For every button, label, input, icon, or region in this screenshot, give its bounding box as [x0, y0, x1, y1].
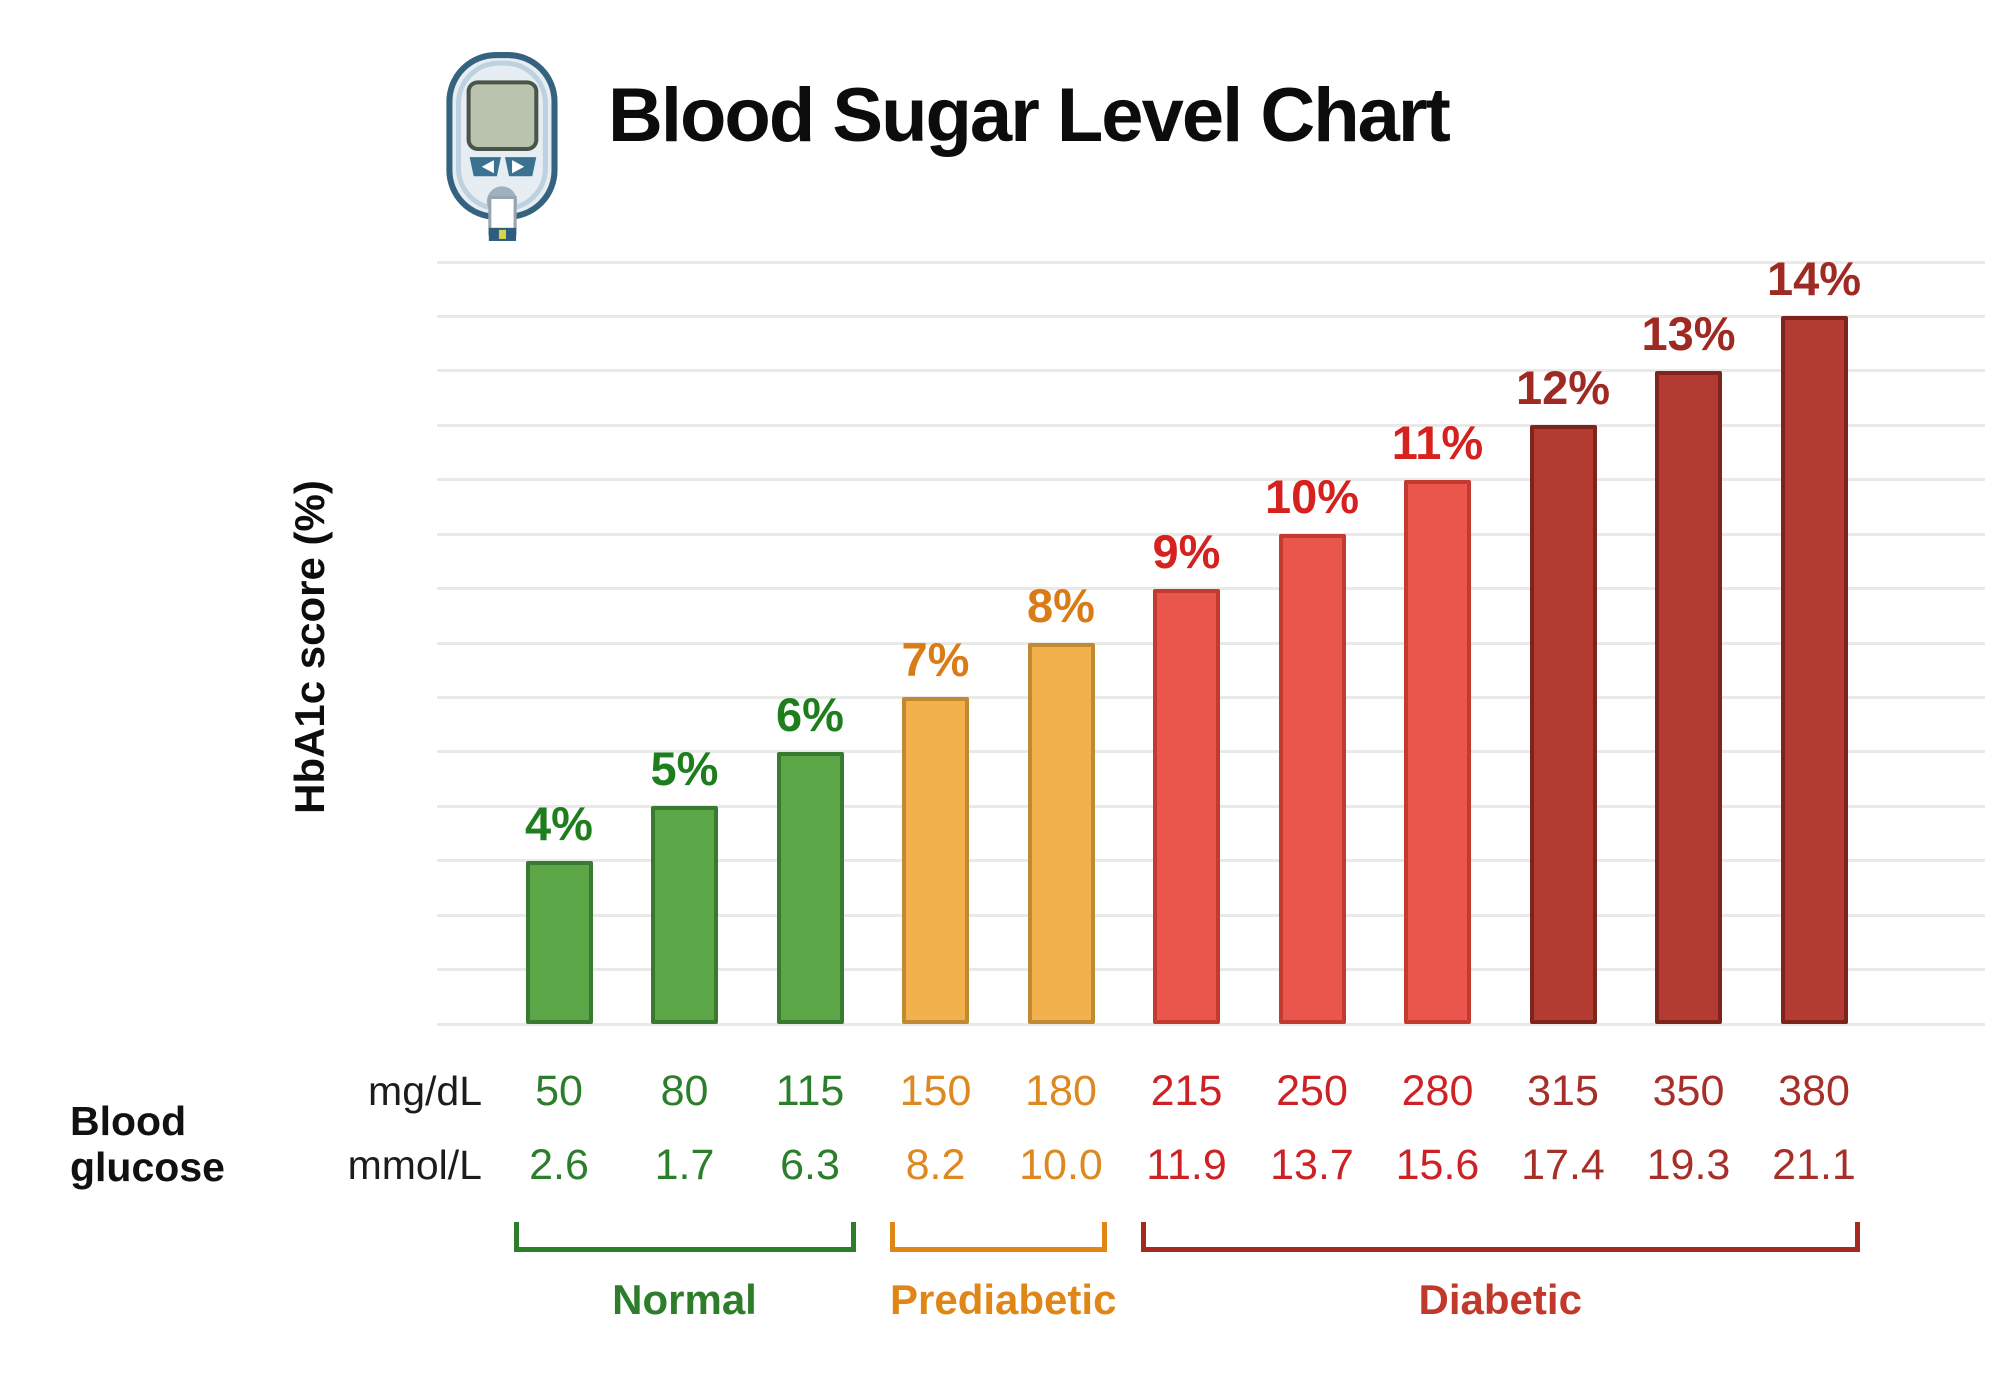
page-title: Blood Sugar Level Chart — [608, 73, 1451, 158]
group-label-diabetic: Diabetic — [1418, 1276, 1582, 1323]
bar-value-label: 14% — [1766, 252, 1862, 306]
mgdl-value: 250 — [1276, 1067, 1348, 1115]
bar-value-label: 7% — [901, 633, 970, 687]
gridline — [437, 260, 1985, 264]
mgdl-value: 180 — [1025, 1067, 1097, 1115]
bar-value-label: 4% — [525, 796, 593, 850]
bar-value-label: 6% — [776, 687, 844, 741]
bar-4% — [525, 860, 593, 1024]
mgdl-value: 50 — [535, 1067, 583, 1115]
bar-10% — [1278, 534, 1346, 1024]
bar-value-label: 5% — [650, 742, 719, 796]
mmol-value: 19.3 — [1646, 1141, 1731, 1189]
mmol-value: 2.6 — [529, 1141, 589, 1189]
mgdl-value: 215 — [1150, 1067, 1223, 1115]
mmol-value: 8.2 — [905, 1141, 966, 1189]
bar-7% — [902, 697, 969, 1024]
mmol-value: 1.7 — [654, 1141, 715, 1189]
group-label-normal: Normal — [612, 1276, 757, 1323]
group-bracket-diabetic — [1141, 1222, 1860, 1252]
glucose-meter-icon — [446, 52, 558, 241]
mmol-value: 6.3 — [780, 1141, 840, 1189]
group-bracket-prediabetic — [890, 1222, 1107, 1252]
bar-6% — [776, 751, 844, 1024]
bar-12% — [1529, 425, 1597, 1024]
bar-value-label: 11% — [1391, 415, 1484, 469]
mgdl-value: 115 — [775, 1067, 845, 1115]
gridline — [437, 369, 1985, 373]
mmol-value: 15.6 — [1395, 1141, 1480, 1189]
mgdl-value: 315 — [1527, 1067, 1599, 1115]
gridline — [437, 532, 1985, 536]
bar-value-label: 9% — [1152, 524, 1221, 578]
mgdl-value: 350 — [1652, 1067, 1725, 1115]
mmol-value: 13.7 — [1270, 1141, 1354, 1189]
gridline — [437, 478, 1985, 482]
mgdl-value: 80 — [660, 1067, 709, 1115]
bar-14% — [1780, 316, 1848, 1024]
mgdl-value: 280 — [1401, 1067, 1474, 1115]
mmol-value: 11.9 — [1146, 1141, 1227, 1189]
bar-value-label: 12% — [1515, 361, 1611, 415]
mmol-value: 21.1 — [1772, 1141, 1856, 1189]
mgdl-value: 380 — [1778, 1067, 1850, 1115]
group-label-prediabetic: Prediabetic — [890, 1276, 1117, 1323]
mgdl-value: 150 — [899, 1067, 972, 1115]
gridline — [437, 423, 1985, 427]
bar-11% — [1404, 479, 1471, 1024]
gridline — [437, 314, 1985, 318]
bar-5% — [651, 806, 718, 1024]
bar-8% — [1027, 642, 1095, 1024]
blood-glucose-label: Blood glucose — [70, 1098, 225, 1190]
bar-13% — [1655, 370, 1722, 1024]
bar-9% — [1153, 588, 1220, 1024]
unit-mmol-label: mmol/L — [347, 1142, 482, 1188]
unit-mgdl-label: mg/dL — [368, 1068, 482, 1114]
gridline — [437, 1022, 1985, 1026]
mmol-value: 17.4 — [1521, 1141, 1605, 1189]
mmol-value: 10.0 — [1019, 1141, 1103, 1189]
y-axis-label: HbA1c score (%) — [286, 480, 333, 814]
bar-value-label: 10% — [1264, 470, 1360, 524]
bar-value-label: 8% — [1027, 578, 1095, 632]
bar-value-label: 13% — [1641, 306, 1736, 360]
group-bracket-normal — [513, 1222, 856, 1252]
